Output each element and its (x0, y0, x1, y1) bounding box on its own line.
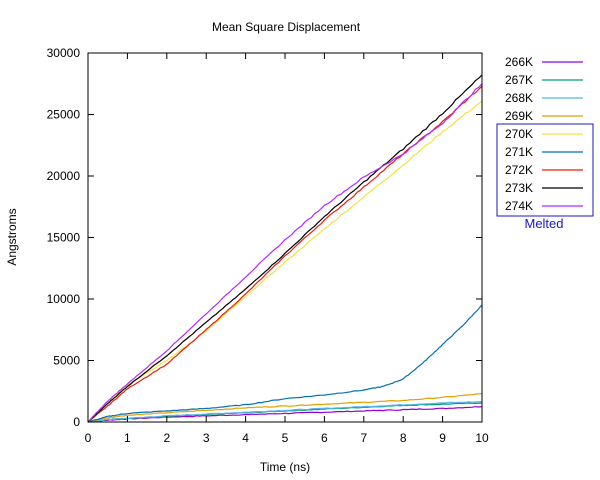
y-tick-label: 30000 (47, 46, 81, 60)
melted-annotation: Melted (524, 216, 563, 231)
x-tick-label: 2 (163, 431, 170, 445)
legend-label-267K: 267K (505, 73, 533, 87)
series-line-273K (87, 74, 483, 423)
y-tick-label: 10000 (47, 292, 81, 306)
series-layer (87, 74, 483, 423)
series-line-271K (87, 304, 483, 423)
y-tick-label: 5000 (53, 354, 80, 368)
x-tick-label: 6 (321, 431, 328, 445)
chart-title: Mean Square Displacement (212, 20, 361, 34)
y-tick-label: 0 (73, 415, 80, 429)
axes-layer: 0 1 2 3 4 5 6 7 8 9 10 0 5000 10000 15000 20000 25000 300… (47, 46, 489, 445)
x-tick-label: 1 (124, 431, 131, 445)
legend-label-274K: 274K (505, 199, 533, 213)
y-axis-label: Angstroms (5, 208, 19, 265)
melted-box (496, 123, 594, 217)
x-axis-label: Time (ns) (260, 460, 310, 474)
legend-label-268K: 268K (505, 91, 533, 105)
series-line-268K (87, 401, 483, 423)
x-tick-label: 10 (475, 431, 489, 445)
legend-label-271K: 271K (505, 145, 533, 159)
x-tick-label: 3 (203, 431, 210, 445)
legend-label-266K: 266K (505, 55, 533, 69)
x-tick-label: 4 (242, 431, 249, 445)
x-tick-label: 5 (282, 431, 289, 445)
x-tick-label: 7 (360, 431, 367, 445)
legend-label-270K: 270K (505, 127, 533, 141)
y-tick-label: 20000 (47, 169, 81, 183)
x-tick-label: 8 (400, 431, 407, 445)
legend: 266K 267K 268K 269K 270K 271K 272K 273K 274K Melt… (496, 55, 594, 231)
y-tick-label: 25000 (47, 108, 81, 122)
series-line-274K (87, 83, 483, 423)
series-line-269K (87, 393, 483, 423)
legend-label-272K: 272K (505, 163, 533, 177)
x-tick-label: 0 (85, 431, 92, 445)
legend-label-273K: 273K (505, 181, 533, 195)
x-tick-label: 9 (439, 431, 446, 445)
series-line-270K (87, 100, 483, 423)
legend-label-269K: 269K (505, 109, 533, 123)
y-tick-label: 15000 (47, 231, 81, 245)
plot-frame (87, 52, 483, 423)
